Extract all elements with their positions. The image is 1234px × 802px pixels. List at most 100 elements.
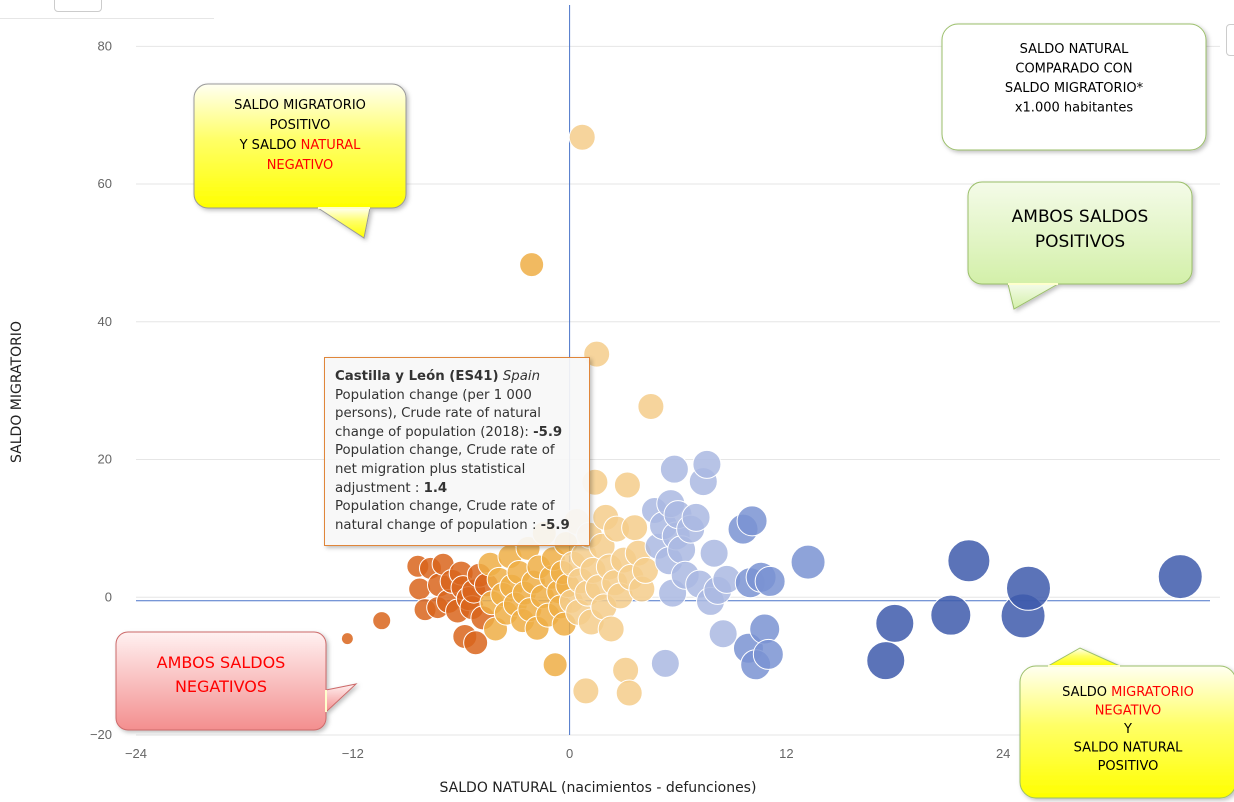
callout-text-segment: Y xyxy=(1123,722,1132,737)
callout-text-segment: SALDO NATURAL xyxy=(1074,741,1183,756)
x-tick-label: 24 xyxy=(996,746,1010,761)
data-point[interactable] xyxy=(340,632,354,646)
y-tick-label: 60 xyxy=(98,176,112,191)
point-tooltip: Castilla y León (ES41) Spain Population … xyxy=(324,357,590,547)
y-tick-label: 40 xyxy=(98,314,112,329)
callout-text-line: POSITIVOS xyxy=(1035,232,1125,252)
scroll-handle[interactable] xyxy=(1226,24,1234,56)
callout-box xyxy=(1019,665,1234,799)
callout-text-line: NEGATIVOS xyxy=(175,677,267,696)
data-point[interactable] xyxy=(637,393,665,420)
callout-text-segment: AMBOS SALDOS xyxy=(157,653,286,672)
callout-text-segment: MIGRATORIO xyxy=(1111,685,1194,700)
callout-text-line: COMPARADO CON xyxy=(1015,62,1132,77)
data-point[interactable] xyxy=(1157,554,1203,600)
callout-text-segment: POSITIVOS xyxy=(1035,232,1125,252)
data-point[interactable] xyxy=(613,471,641,499)
callout-text-segment: POSITIVO xyxy=(1098,759,1159,774)
tooltip-region: Castilla y León (ES41) xyxy=(335,369,499,384)
callout-text-segment: SALDO MIGRATORIO xyxy=(234,98,366,113)
data-point[interactable] xyxy=(463,630,489,656)
x-axis-title: SALDO NATURAL (nacimientos - defunciones… xyxy=(440,780,757,796)
data-point[interactable] xyxy=(699,538,729,568)
callout-se: SALDO MIGRATORIO NEGATIVO Y SALDO NATURAL PO… xyxy=(1019,647,1234,799)
callout-text-segment: SALDO xyxy=(1062,685,1111,700)
callout-text-segment: Y SALDO xyxy=(239,138,301,153)
tooltip-value-3: -5.9 xyxy=(540,517,570,533)
callout-pointer xyxy=(1046,647,1121,667)
data-point[interactable] xyxy=(542,652,568,678)
callout-pointer xyxy=(316,207,371,239)
data-point[interactable] xyxy=(615,679,643,707)
y-tick-label: 0 xyxy=(105,589,112,604)
data-point[interactable] xyxy=(754,565,786,597)
data-point[interactable] xyxy=(930,594,972,636)
callout-text-line: SALDO MIGRATORIO* xyxy=(1005,81,1144,96)
y-tick-label: 80 xyxy=(98,38,112,53)
callout-text-segment: AMBOS SALDOS xyxy=(1012,207,1149,227)
data-point[interactable] xyxy=(692,449,722,479)
data-point[interactable] xyxy=(866,641,906,681)
x-tick-label: −24 xyxy=(125,746,147,761)
callout-box xyxy=(193,83,407,209)
callout-text-line: SALDO MIGRATORIO xyxy=(234,98,366,113)
data-point[interactable] xyxy=(597,615,625,643)
data-point[interactable] xyxy=(1005,565,1051,611)
callout-text-segment: NATURAL xyxy=(301,138,361,153)
callout-text-line: SALDO NATURAL xyxy=(1020,42,1129,57)
tooltip-value-2: 1.4 xyxy=(423,480,448,496)
y-tick-label: 20 xyxy=(98,452,112,467)
callout-pointer xyxy=(1007,283,1060,310)
tooltip-line-1: Population change (per 1 000 persons), C… xyxy=(335,387,541,440)
data-point[interactable] xyxy=(947,539,991,583)
data-point[interactable] xyxy=(408,577,432,601)
toolbar-divider xyxy=(0,18,214,19)
callout-text-segment: SALDO MIGRATORIO* xyxy=(1005,81,1144,96)
callout-text-line: SALDO MIGRATORIO xyxy=(1062,685,1194,700)
callout-text-line: Y SALDO NATURAL xyxy=(239,138,362,153)
data-point[interactable] xyxy=(681,502,711,532)
callout-ne: AMBOS SALDOS POSITIVOS xyxy=(967,181,1193,310)
callout-text-line: AMBOS SALDOS xyxy=(157,653,286,672)
data-point[interactable] xyxy=(650,648,680,678)
data-point[interactable] xyxy=(372,611,392,631)
tooltip-line-2: Population change, Crude rate of net mig… xyxy=(335,443,555,496)
chart-menu-button[interactable] xyxy=(54,0,102,12)
data-point[interactable] xyxy=(583,340,611,368)
data-point[interactable] xyxy=(572,677,600,705)
data-point[interactable] xyxy=(612,656,640,684)
callout-text-line: SALDO NATURAL xyxy=(1074,741,1183,756)
callout-text-line: AMBOS SALDOS xyxy=(1012,207,1149,227)
data-point[interactable] xyxy=(708,619,738,649)
data-point[interactable] xyxy=(736,505,768,537)
callout-text-segment: SALDO NATURAL xyxy=(1020,42,1129,57)
callout-text-segment: NEGATIVO xyxy=(267,158,334,173)
callout-text-line: POSITIVO xyxy=(270,118,331,133)
callout-text-segment: COMPARADO CON xyxy=(1015,62,1132,77)
callout-text-line: Y xyxy=(1123,722,1132,737)
y-tick-label: −20 xyxy=(90,727,112,742)
callout-text-segment: x1.000 habitantes xyxy=(1015,101,1134,116)
data-point[interactable] xyxy=(875,603,915,643)
callout-text-line: x1.000 habitantes xyxy=(1015,101,1134,116)
callout-info: SALDO NATURAL COMPARADO CON SALDO MIGRATOR… xyxy=(941,23,1207,151)
y-axis-title: SALDO MIGRATORIO xyxy=(9,321,25,463)
x-tick-label: −12 xyxy=(342,746,364,761)
callout-text-segment: POSITIVO xyxy=(270,118,331,133)
tooltip-line-3: Population change, Crude rate of natural… xyxy=(335,499,555,533)
callout-box xyxy=(115,631,327,731)
x-tick-label: 12 xyxy=(779,746,793,761)
callout-text-line: NEGATIVO xyxy=(1095,704,1162,719)
data-point[interactable] xyxy=(752,638,784,670)
data-point[interactable] xyxy=(790,544,826,580)
data-point[interactable] xyxy=(568,123,596,151)
data-point[interactable] xyxy=(519,252,545,278)
data-point[interactable] xyxy=(659,454,689,484)
tooltip-value-1: -5.9 xyxy=(533,424,563,440)
callout-pointer xyxy=(325,683,358,714)
callout-box xyxy=(941,23,1207,151)
callout-text-segment: NEGATIVOS xyxy=(175,677,267,696)
